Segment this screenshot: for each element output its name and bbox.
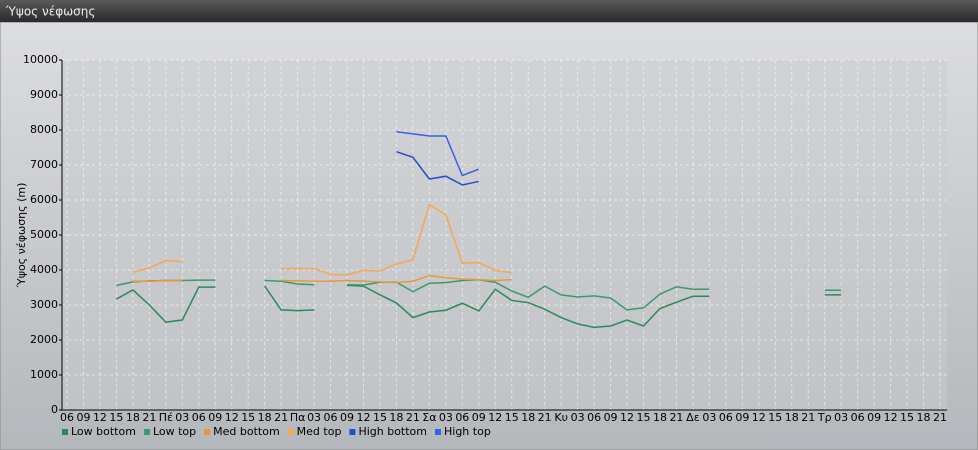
x-tick-label: 09 [76, 411, 90, 424]
x-tick-label: 09 [208, 411, 222, 424]
x-tick-label: 03 [571, 411, 585, 424]
x-tick-label: 03 [702, 411, 716, 424]
x-tick-label: 21 [274, 411, 288, 424]
series-line [396, 150, 479, 186]
x-tick-label: 21 [142, 411, 156, 424]
series-line [347, 279, 710, 311]
x-tick-label: 03 [834, 411, 848, 424]
x-tick-label: 18 [653, 411, 667, 424]
x-tick-label: 09 [735, 411, 749, 424]
x-tick-label: 09 [604, 411, 618, 424]
x-tick-label: 21 [801, 411, 815, 424]
chart-title: Ύψος νέφωσης [5, 5, 95, 19]
y-tick-label: 7000 [30, 158, 58, 171]
y-tick-label: 5000 [30, 228, 58, 241]
y-tick-label: 10000 [23, 53, 58, 66]
x-tick-label: 21 [933, 411, 947, 424]
x-tick-label: 21 [669, 411, 683, 424]
legend-label: Med bottom [213, 425, 280, 438]
x-tick-label: 06 [192, 411, 206, 424]
legend-swatch [143, 429, 150, 435]
series-line [116, 286, 216, 323]
x-tick-label: Τρ [817, 411, 832, 424]
legend-label: High bottom [358, 425, 427, 438]
x-tick-label: 06 [60, 411, 74, 424]
legend-label: High top [444, 425, 491, 438]
x-tick-label: 06 [719, 411, 733, 424]
series-line [346, 284, 710, 329]
series-line [264, 279, 315, 286]
x-tick-label: 03 [175, 411, 189, 424]
x-tick-label: 15 [900, 411, 914, 424]
x-tick-label: 06 [587, 411, 601, 424]
plot-area [62, 60, 947, 410]
x-tick-label: 12 [752, 411, 766, 424]
x-tick-label: 15 [768, 411, 782, 424]
legend-swatch [204, 429, 211, 435]
x-tick-label: 12 [488, 411, 502, 424]
x-tick-label: 18 [389, 411, 403, 424]
legend-swatch [62, 429, 68, 435]
x-tick-label: 03 [439, 411, 453, 424]
legend-swatch [349, 429, 356, 435]
legend-swatch [435, 429, 441, 435]
x-tick-label: 15 [637, 411, 651, 424]
x-tick-label: 06 [324, 411, 338, 424]
y-tick-label: 9000 [30, 88, 58, 101]
y-tick-label: 8000 [30, 123, 58, 136]
x-tick-label: 12 [620, 411, 634, 424]
x-tick-label: 18 [521, 411, 535, 424]
y-tick-label: 4000 [30, 263, 58, 276]
x-tick-label: 09 [867, 411, 881, 424]
x-tick-label: 03 [307, 411, 321, 424]
legend-swatch [287, 429, 294, 435]
x-tick-label: 18 [126, 411, 140, 424]
series-line [132, 259, 183, 273]
series-line [132, 279, 183, 282]
x-tick-label: 15 [241, 411, 255, 424]
x-tick-label: 06 [455, 411, 469, 424]
series-line [396, 131, 480, 177]
series-line [264, 285, 315, 312]
y-tick-label: 0 [51, 403, 58, 416]
series-line [281, 203, 512, 276]
x-tick-label: 12 [225, 411, 239, 424]
series-line [281, 274, 512, 284]
x-tick-label: 18 [785, 411, 799, 424]
x-tick-label: 09 [472, 411, 486, 424]
x-tick-label: 15 [505, 411, 519, 424]
x-tick-label: 15 [109, 411, 123, 424]
y-tick-label: 1000 [30, 368, 58, 381]
x-tick-label: Σα [422, 411, 436, 424]
legend-label: Low bottom [71, 425, 136, 438]
x-tick-label: 21 [406, 411, 420, 424]
y-tick-label: 6000 [30, 193, 58, 206]
y-axis-title: Ύψος νέφωσης (m) [15, 183, 28, 289]
legend-label: Low top [153, 425, 196, 438]
x-tick-label: 06 [851, 411, 865, 424]
x-tick-label: 09 [340, 411, 354, 424]
y-tick-label: 3000 [30, 298, 58, 311]
x-tick-label: 15 [373, 411, 387, 424]
x-tick-label: 12 [884, 411, 898, 424]
y-tick-label: 2000 [30, 333, 58, 346]
x-tick-label: Πα [290, 411, 306, 424]
x-tick-label: 21 [538, 411, 552, 424]
x-tick-label: Πέ [159, 411, 173, 424]
x-tick-label: 18 [258, 411, 272, 424]
legend-label: Med top [297, 425, 342, 438]
title-bar [0, 0, 978, 22]
x-tick-label: Δε [686, 411, 700, 424]
x-tick-label: 12 [356, 411, 370, 424]
x-tick-label: 18 [917, 411, 931, 424]
x-tick-label: 12 [93, 411, 107, 424]
x-tick-label: Κυ [554, 411, 568, 424]
